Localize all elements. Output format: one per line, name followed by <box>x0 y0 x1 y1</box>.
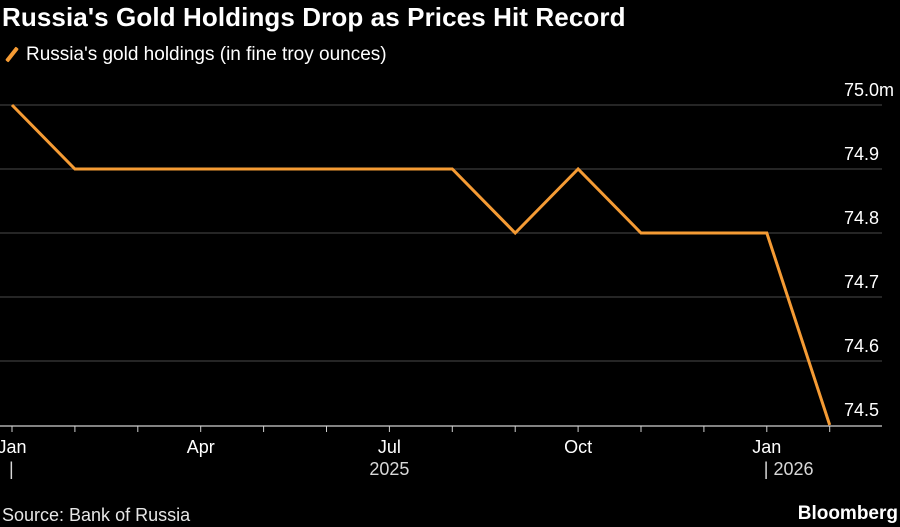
chart-title: Russia's Gold Holdings Drop as Prices Hi… <box>2 2 626 32</box>
y-tick-label: 74.8 <box>844 208 879 228</box>
y-axis-labels: 75.0m 74.9 74.8 74.7 74.6 74.5 <box>844 80 894 420</box>
y-tick-label: 74.7 <box>844 272 879 292</box>
x-tick-label: Jan <box>752 437 781 457</box>
x-axis <box>0 425 882 432</box>
bloomberg-logo: Bloomberg <box>797 503 898 524</box>
x-tick-label: Apr <box>187 437 215 457</box>
y-tick-label: 74.5 <box>844 400 879 420</box>
x-tick-label: Jul <box>378 437 401 457</box>
x-year-label: | <box>9 459 14 479</box>
x-tick-label: Jan <box>0 437 27 457</box>
y-tick-label: 75.0m <box>844 80 894 100</box>
y-tick-label: 74.9 <box>844 144 879 164</box>
x-axis-labels: Jan Apr Jul Oct Jan| 2025 | 2026 <box>0 437 814 479</box>
legend-label: Russia's gold holdings (in fine troy oun… <box>26 44 387 65</box>
series-line <box>10 103 832 426</box>
series-line-group <box>10 103 832 426</box>
y-tick-label: 74.6 <box>844 336 879 356</box>
x-year-label: | 2026 <box>764 459 814 479</box>
source-note: Source: Bank of Russia <box>2 505 191 525</box>
legend: Russia's gold holdings (in fine troy oun… <box>2 44 387 66</box>
x-year-label: 2025 <box>369 459 409 479</box>
x-tick-label: Oct <box>564 437 592 457</box>
